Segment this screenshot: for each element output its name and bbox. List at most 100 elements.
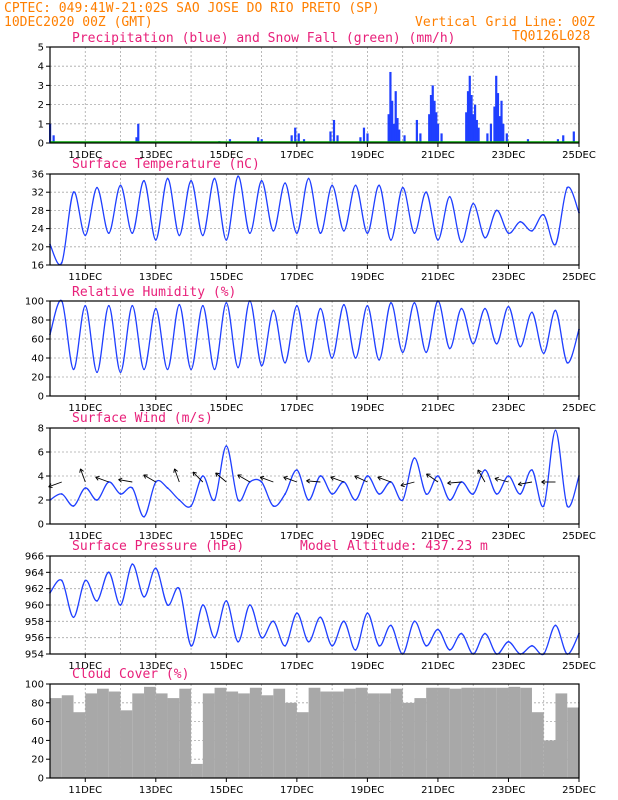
wind-arrow bbox=[95, 476, 109, 483]
data-point bbox=[213, 499, 216, 501]
panel-frame bbox=[49, 46, 580, 144]
data-point bbox=[542, 505, 545, 507]
cloud-cover-bar bbox=[273, 688, 286, 778]
wind-arrow-head bbox=[494, 476, 499, 479]
x-tick-label: 25DEC bbox=[562, 403, 596, 414]
header-line1: CPTEC: 049:41W-21:02S SAO JOSE DO RIO PR… bbox=[4, 1, 380, 16]
panel-frame bbox=[49, 683, 580, 779]
data-point bbox=[331, 493, 334, 495]
data-point bbox=[448, 499, 451, 501]
cloud-cover-bar bbox=[85, 693, 98, 778]
x-tick-label: 13DEC bbox=[139, 403, 173, 414]
data-point bbox=[237, 175, 239, 178]
data-point bbox=[437, 628, 439, 631]
data-point bbox=[131, 232, 134, 235]
data-point bbox=[378, 644, 381, 647]
data-point bbox=[390, 239, 392, 241]
data-point bbox=[342, 303, 345, 306]
wind-arrow bbox=[143, 474, 157, 483]
cloud-cover-bar bbox=[249, 687, 262, 778]
x-tick-label: 21DEC bbox=[421, 272, 455, 283]
data-point bbox=[378, 359, 381, 361]
precip-bar bbox=[431, 85, 434, 143]
wind-arrow-head bbox=[447, 482, 452, 486]
data-point bbox=[484, 632, 486, 635]
cloud-cover-bar bbox=[179, 688, 192, 778]
data-point bbox=[566, 186, 569, 189]
precip-bar bbox=[466, 91, 470, 143]
data-point bbox=[448, 195, 451, 198]
data-point bbox=[472, 342, 475, 345]
data-point bbox=[84, 487, 87, 489]
wind-arrow bbox=[330, 476, 345, 483]
precip-bar bbox=[562, 135, 565, 143]
wind-arrow-head bbox=[518, 484, 523, 487]
y-tick-label: 20 bbox=[31, 373, 44, 384]
data-point bbox=[119, 184, 122, 187]
y-tick-label: 0 bbox=[38, 520, 44, 531]
cloud-cover-bar bbox=[437, 687, 450, 778]
data-point bbox=[390, 624, 392, 627]
wind-arrow-head bbox=[237, 474, 241, 479]
y-tick-label: 40 bbox=[31, 736, 44, 747]
data-point bbox=[272, 620, 275, 623]
data-point bbox=[284, 493, 287, 495]
cloud-cover-bar bbox=[355, 687, 368, 778]
y-tick-label: 20 bbox=[31, 242, 44, 253]
wind-arrow bbox=[260, 476, 274, 483]
precip-bar bbox=[435, 112, 438, 143]
data-point bbox=[143, 595, 145, 598]
data-point bbox=[154, 307, 157, 310]
data-point bbox=[248, 232, 251, 235]
panel-frame bbox=[49, 173, 580, 266]
data-point bbox=[96, 186, 98, 189]
precip-bar bbox=[302, 139, 306, 143]
cloud-cover-bar bbox=[473, 687, 485, 778]
precip-bar bbox=[389, 71, 392, 143]
data-point bbox=[425, 644, 428, 647]
data-point bbox=[178, 303, 181, 306]
cloud-cover-bar bbox=[61, 695, 74, 778]
precip-bar bbox=[440, 133, 443, 143]
precip-bar bbox=[362, 127, 366, 143]
wind-arrow bbox=[477, 469, 486, 483]
data-point bbox=[307, 177, 310, 180]
y-tick-label: 962 bbox=[25, 584, 44, 595]
data-point bbox=[566, 505, 569, 507]
data-point bbox=[131, 563, 134, 566]
data-point bbox=[319, 232, 322, 235]
panel-title: Surface Temperature (nC) bbox=[72, 157, 260, 172]
data-point bbox=[96, 600, 98, 602]
data-point bbox=[401, 351, 404, 354]
cloud-cover-bar bbox=[543, 740, 556, 778]
wind-arrow-head bbox=[330, 476, 335, 478]
x-tick-label: 17DEC bbox=[280, 785, 314, 796]
data-point bbox=[166, 604, 169, 606]
precip-bar bbox=[419, 133, 422, 143]
wind-arrow bbox=[237, 474, 251, 483]
data-point bbox=[484, 236, 486, 239]
data-point bbox=[448, 649, 451, 651]
precip-bar bbox=[415, 119, 418, 143]
x-tick-label: 11DEC bbox=[68, 272, 102, 283]
data-point bbox=[319, 616, 322, 619]
data-point bbox=[460, 632, 463, 635]
data-point bbox=[225, 239, 228, 241]
data-point bbox=[72, 616, 75, 619]
y-tick-label: 20 bbox=[31, 755, 44, 766]
precip-bar bbox=[137, 123, 140, 143]
x-tick-label: 15DEC bbox=[209, 272, 243, 283]
precip-bar bbox=[135, 137, 138, 143]
data-point bbox=[131, 304, 134, 307]
wind-arrow-head bbox=[283, 476, 287, 481]
wind-arrow-head bbox=[95, 476, 99, 481]
wind-arrow-head bbox=[541, 479, 546, 483]
cloud-cover-bar bbox=[73, 712, 86, 778]
x-tick-label: 21DEC bbox=[421, 403, 455, 414]
x-tick-label: 25DEC bbox=[562, 272, 596, 283]
data-point bbox=[225, 445, 228, 447]
x-tick-label: 15DEC bbox=[209, 403, 243, 414]
data-point bbox=[413, 620, 416, 623]
data-point bbox=[143, 515, 145, 518]
precip-bar bbox=[505, 133, 508, 143]
